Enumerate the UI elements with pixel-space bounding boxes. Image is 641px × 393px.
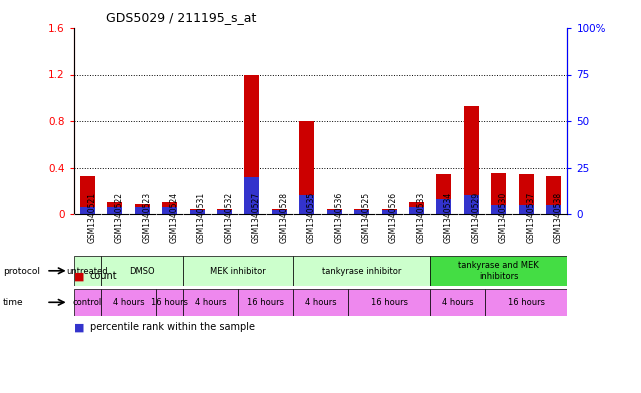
Bar [217,210,232,214]
Text: GSM1340526: GSM1340526 [389,192,398,243]
Text: GSM1340529: GSM1340529 [471,192,480,243]
Bar [183,289,238,316]
Bar [74,289,101,316]
Bar [244,177,260,214]
Text: protocol: protocol [3,266,40,275]
Text: GSM1340522: GSM1340522 [115,192,124,243]
Bar [107,207,122,214]
Text: GSM1340533: GSM1340533 [417,192,426,243]
Bar [238,289,293,316]
Bar [430,256,567,286]
Bar [381,210,397,214]
Bar [409,202,424,214]
Bar [101,289,156,316]
Bar [381,209,397,214]
Text: GSM1340528: GSM1340528 [279,192,288,243]
Bar [293,256,430,286]
Text: MEK inhibitor: MEK inhibitor [210,266,266,275]
Bar [464,195,479,214]
Bar [244,75,260,214]
Bar [217,209,232,214]
Bar [190,210,204,214]
Text: 4 hours: 4 hours [113,298,144,307]
Bar [437,174,451,214]
Bar [135,204,150,214]
Bar [430,289,485,316]
Text: GSM1340531: GSM1340531 [197,192,206,243]
Bar [299,121,314,214]
Text: GSM1340524: GSM1340524 [170,192,179,243]
Bar [491,205,506,214]
Text: percentile rank within the sample: percentile rank within the sample [90,322,254,332]
Text: ■: ■ [74,271,84,281]
Bar [107,202,122,214]
Bar [437,199,451,214]
Text: GSM1340534: GSM1340534 [444,192,453,243]
Bar [464,106,479,214]
Bar [491,173,506,214]
Bar [272,209,287,214]
Text: count: count [90,271,117,281]
Text: GSM1340527: GSM1340527 [252,192,261,243]
Text: GSM1340537: GSM1340537 [526,192,535,243]
Bar [74,256,101,286]
Bar [156,289,183,316]
Bar [546,205,561,214]
Bar [299,195,314,214]
Bar [409,207,424,214]
Bar [293,289,348,316]
Text: 16 hours: 16 hours [151,298,188,307]
Text: GSM1340523: GSM1340523 [142,192,151,243]
Bar [327,209,342,214]
Bar [162,207,177,214]
Bar [546,176,561,214]
Bar [162,202,177,214]
Bar [190,209,204,214]
Text: control: control [73,298,102,307]
Bar [101,256,183,286]
Text: GSM1340532: GSM1340532 [224,192,233,243]
Text: GSM1340535: GSM1340535 [307,192,316,243]
Text: 4 hours: 4 hours [304,298,337,307]
Bar [354,209,369,214]
Bar [485,289,567,316]
Bar [354,210,369,214]
Text: GSM1340536: GSM1340536 [334,192,343,243]
Bar [135,207,150,214]
Text: tankyrase and MEK
inhibitors: tankyrase and MEK inhibitors [458,261,539,281]
Text: GSM1340530: GSM1340530 [499,192,508,243]
Text: 4 hours: 4 hours [442,298,474,307]
Bar [272,210,287,214]
Text: GSM1340538: GSM1340538 [554,192,563,243]
Bar [80,207,95,214]
Text: 16 hours: 16 hours [508,298,545,307]
Bar [327,210,342,214]
Text: tankyrase inhibitor: tankyrase inhibitor [322,266,401,275]
Text: 16 hours: 16 hours [370,298,408,307]
Text: GSM1340521: GSM1340521 [87,192,96,243]
Text: 16 hours: 16 hours [247,298,284,307]
Bar [348,289,430,316]
Text: time: time [3,298,24,307]
Bar [80,176,95,214]
Text: GDS5029 / 211195_s_at: GDS5029 / 211195_s_at [106,11,256,24]
Bar [183,256,293,286]
Bar [519,205,534,214]
Bar [519,174,534,214]
Text: 4 hours: 4 hours [195,298,227,307]
Text: untreated: untreated [67,266,108,275]
Text: DMSO: DMSO [129,266,155,275]
Text: GSM1340525: GSM1340525 [362,192,370,243]
Text: ■: ■ [74,322,84,332]
